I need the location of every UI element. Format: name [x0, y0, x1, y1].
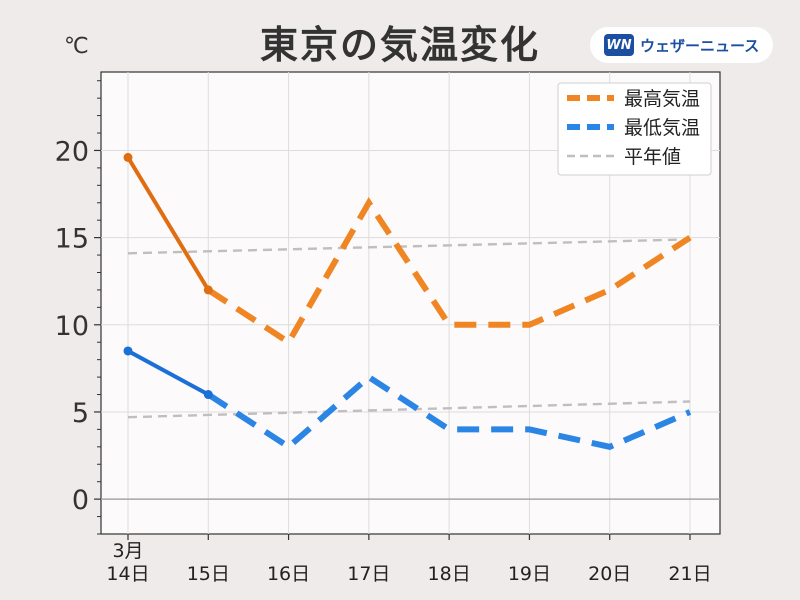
normal-line	[127, 238, 691, 255]
y-tick-label: 5	[72, 398, 89, 429]
max-observed-point	[123, 152, 133, 162]
min-observed-point	[203, 390, 213, 400]
normal-line	[127, 400, 691, 419]
legend-label: 平年値	[624, 146, 681, 168]
min-observed-line	[127, 349, 210, 397]
chart-title: 東京の気温変化	[259, 23, 540, 67]
y-tick-label: 20	[55, 136, 89, 167]
legend-label: 最高気温	[624, 88, 700, 110]
x-tick-label: 15日	[187, 563, 230, 585]
legend-box	[557, 82, 712, 176]
min-forecast-line	[206, 373, 692, 451]
x-tick-label: 16日	[267, 563, 310, 585]
x-tick-label: 21日	[668, 563, 711, 585]
max-observed-point	[203, 285, 213, 295]
brand-badge: WN ウェザーニュース	[590, 27, 773, 63]
weathernews-logo-icon: WN	[604, 34, 634, 56]
legend-label: 最低気温	[624, 117, 700, 139]
min-observed-point	[123, 346, 133, 356]
x-tick-label: 19日	[508, 563, 551, 585]
brand-name: ウェザーニュース	[640, 36, 760, 55]
y-tick-label: 15	[55, 224, 89, 255]
x-tick-label: 18日	[428, 563, 471, 585]
x-tick-label: 20日	[588, 563, 631, 585]
x-tick-label: 17日	[347, 563, 390, 585]
y-tick-label: 10	[55, 311, 89, 342]
x-tick-label: 3月 14日	[106, 540, 149, 585]
max-observed-line	[126, 156, 210, 291]
y-axis-unit: ℃	[64, 34, 89, 59]
y-tick-label: 0	[72, 485, 89, 516]
